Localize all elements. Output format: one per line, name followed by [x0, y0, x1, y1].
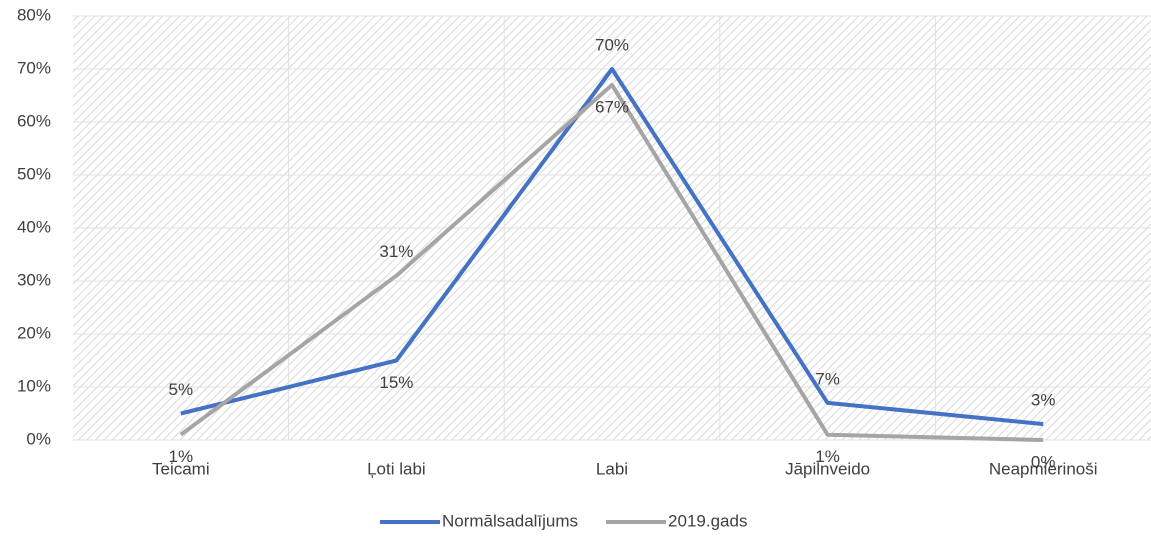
y-tick-label: 70% — [17, 58, 51, 77]
data-label: 31% — [379, 242, 413, 261]
y-tick-label: 30% — [17, 270, 51, 289]
data-label: 5% — [169, 380, 194, 399]
data-label: 7% — [815, 369, 840, 388]
legend-label: Normālsadalījums — [442, 511, 578, 530]
x-tick-label: Ļoti labi — [367, 459, 426, 478]
x-tick-label: Jāpilnveido — [785, 459, 870, 478]
series-line — [179, 82, 1044, 442]
data-label: 3% — [1031, 391, 1056, 410]
data-label: 70% — [595, 35, 629, 54]
series-line — [180, 67, 1044, 427]
data-label: 1% — [169, 447, 194, 466]
x-tick-label: Teicami — [152, 459, 210, 478]
y-tick-label: 10% — [17, 376, 51, 395]
x-tick-label: Labi — [596, 459, 628, 478]
y-tick-label: 50% — [17, 164, 51, 183]
y-tick-label: 0% — [26, 429, 51, 448]
y-tick-label: 20% — [17, 323, 51, 342]
y-tick-label: 60% — [17, 111, 51, 130]
y-tick-label: 80% — [17, 5, 51, 24]
y-tick-label: 40% — [17, 217, 51, 236]
data-label: 15% — [379, 373, 413, 392]
data-label: 0% — [1031, 452, 1056, 471]
data-label: 67% — [595, 97, 629, 116]
legend-label: 2019.gads — [668, 511, 747, 530]
data-label: 1% — [815, 447, 840, 466]
x-tick-label: Neapmierinoši — [989, 459, 1098, 478]
